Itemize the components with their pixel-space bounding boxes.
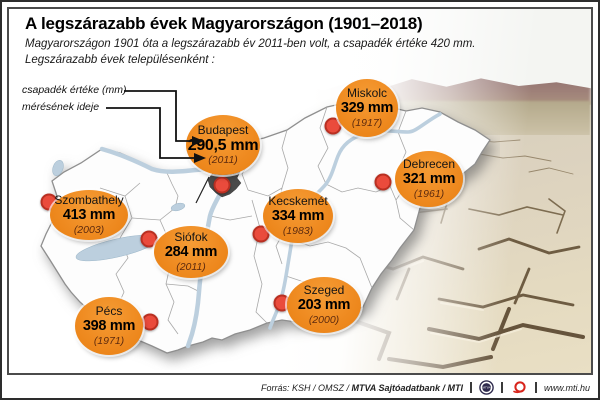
page-title: A legszárazabb évek Magyarországon (1901… (25, 14, 423, 33)
city-marker-budapest (213, 176, 231, 194)
separator (469, 382, 472, 393)
measure-year: (2011) (208, 154, 238, 166)
subtitle-line2: Legszárazabb évek településenként : (25, 54, 215, 66)
svg-text:MTVA: MTVA (482, 386, 490, 390)
city-name: Pécs (95, 304, 123, 318)
callout-kecskemet: Kecskemét 334 mm (1983) (263, 189, 333, 243)
precip-value: 321 mm (402, 171, 456, 187)
city-name: Miskolc (346, 86, 387, 100)
measure-year: (1961) (413, 188, 445, 200)
separator (534, 382, 537, 393)
measure-year: (1983) (282, 225, 314, 237)
precip-value: 203 mm (297, 297, 351, 313)
city-marker-siofok (140, 230, 158, 248)
precip-value: 329 mm (340, 100, 394, 116)
measure-year: (2000) (308, 314, 340, 326)
city-marker-miskolc (324, 117, 342, 135)
callout-szombathely: Szombathely 413 mm (2003) (50, 190, 128, 240)
callout-pecs: Pécs 398 mm (1971) (75, 297, 143, 355)
measure-year: (1971) (93, 335, 125, 347)
lake-velence (170, 202, 186, 212)
city-name: Szombathely (54, 193, 124, 207)
precip-value: 398 mm (82, 318, 136, 334)
legend-year-label: mérésének ideje (22, 101, 100, 113)
callout-siofok: Siófok 284 mm (2011) (154, 226, 228, 278)
measure-year: (2011) (176, 261, 206, 273)
precip-value: 290,5 mm (187, 137, 259, 154)
city-marker-debrecen (374, 173, 392, 191)
lakes (52, 160, 186, 262)
footer: Forrás: KSH / OMSZ / MTVA Sajtóadatbank … (7, 377, 593, 398)
city-name: Siófok (174, 230, 208, 244)
precip-value: 334 mm (271, 208, 325, 224)
city-name: Szeged (303, 283, 345, 297)
city-name: Budapest (197, 123, 249, 137)
mtva-logo: MTVA (479, 380, 494, 395)
separator (500, 382, 503, 393)
city-marker-kecskemet (252, 225, 270, 243)
lake-ferto (52, 160, 64, 176)
infographic-frame: A legszárazabb évek Magyarországon (1901… (7, 7, 593, 375)
callout-miskolc: Miskolc 329 mm (1917) (336, 79, 398, 137)
callout-budapest: Budapest 290,5 mm (2011) (186, 115, 260, 175)
website-url: www.mti.hu (543, 382, 590, 393)
city-name: Debrecen (402, 157, 456, 171)
mti-logo (513, 381, 526, 394)
city-name: Kecskemét (268, 194, 328, 208)
measure-year: (2003) (73, 224, 105, 236)
callout-szeged: Szeged 203 mm (2000) (287, 277, 361, 333)
subtitle-line1: Magyarországon 1901 óta a legszárazabb é… (25, 38, 476, 50)
callout-debrecen: Debrecen 321 mm (1961) (395, 151, 463, 207)
source-text: Forrás: KSH / OMSZ / MTVA Sajtóadatbank … (260, 382, 463, 393)
precip-value: 284 mm (164, 244, 218, 260)
measure-year: (1917) (351, 117, 383, 129)
precip-value: 413 mm (62, 207, 116, 223)
city-marker-pecs (141, 313, 159, 331)
legend-value-label: csapadék értéke (mm) (22, 84, 127, 96)
